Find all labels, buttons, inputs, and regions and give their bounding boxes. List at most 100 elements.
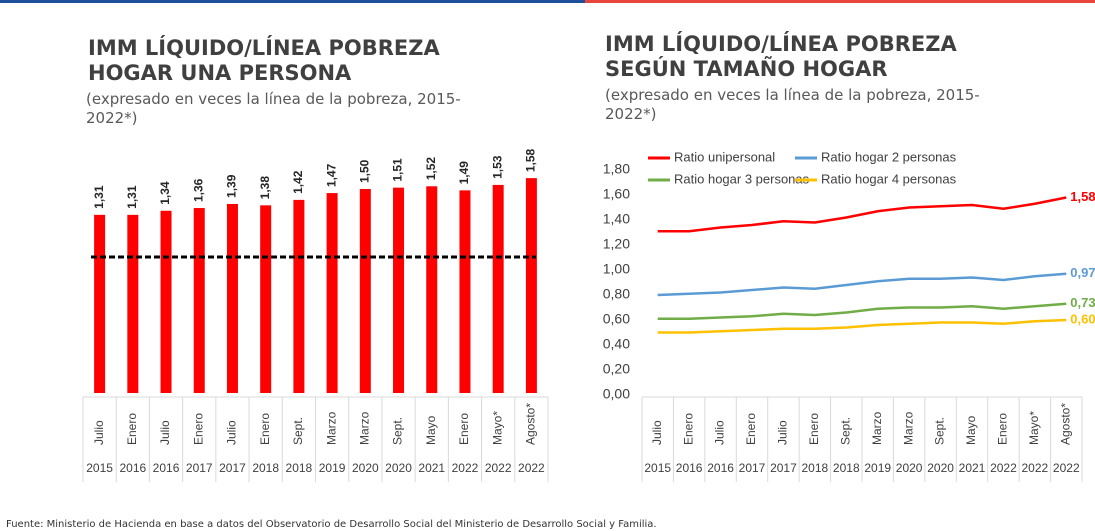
top-band-blue (0, 0, 585, 3)
title-line: SEGÚN TAMAÑO HOGAR (605, 57, 957, 82)
x-tick-label: Sept. (933, 417, 947, 445)
x-tick-label: Mayo* (1027, 411, 1041, 445)
chart-subtitle: (expresado en veces la línea de la pobre… (86, 90, 466, 128)
x-tick-label: Enero (996, 413, 1010, 445)
x-tick-label: Enero (457, 413, 471, 445)
value-label: 1,36 (191, 178, 205, 202)
year-label: 2019 (864, 461, 891, 475)
x-tick-label: Agosto* (1058, 403, 1072, 445)
title-line: HOGAR UNA PERSONA (88, 61, 440, 86)
year-label: 2017 (739, 461, 766, 475)
year-label: 2017 (186, 461, 213, 475)
end-label: 0,97 (1070, 265, 1095, 280)
bar (127, 215, 138, 393)
y-tick-label: 1,40 (603, 211, 630, 227)
value-label: 1,34 (158, 181, 172, 205)
x-tick-label: Mayo* (490, 411, 504, 445)
bar (94, 215, 105, 393)
year-label: 2018 (252, 461, 279, 475)
legend-label: Ratio hogar 3 personas (674, 171, 810, 186)
end-label: 0,60 (1070, 311, 1095, 326)
x-tick-label: Marzo (901, 411, 915, 445)
bar (426, 186, 437, 393)
value-label: 1,42 (291, 170, 305, 194)
year-label: 2021 (418, 461, 445, 475)
y-tick-label: 0,00 (603, 386, 630, 402)
value-label: 1,51 (391, 158, 405, 182)
bar (227, 204, 238, 393)
x-tick-label: Julio (225, 420, 239, 445)
value-label: 1,49 (457, 161, 471, 185)
x-tick-label: Marzo (324, 411, 338, 445)
x-tick-label: Sept. (838, 417, 852, 445)
value-label: 1,53 (490, 155, 504, 179)
year-label: 2018 (833, 461, 860, 475)
year-label: 2020 (896, 461, 923, 475)
bar (161, 211, 172, 393)
value-label: 1,52 (424, 157, 438, 181)
x-tick-label: Enero (807, 413, 821, 445)
year-label: 2020 (927, 461, 954, 475)
x-tick-label: Sept. (291, 417, 305, 445)
x-tick-label: Marzo (870, 411, 884, 445)
bar (459, 190, 470, 393)
title-line: IMM LÍQUIDO/LÍNEA POBREZA (88, 36, 440, 61)
year-label: 2022 (1053, 461, 1080, 475)
x-tick-label: Agosto* (524, 403, 538, 445)
x-tick-label: Julio (158, 420, 172, 445)
bar (293, 200, 304, 393)
year-label: 2018 (802, 461, 829, 475)
chart-left: Julio 2015 Enero 2016 Julio 2016 Enero 2017 Juli… (83, 148, 548, 482)
year-label: 2015 (86, 461, 113, 475)
bar (393, 188, 404, 393)
x-tick-label: Sept. (391, 417, 405, 445)
y-tick-label: 1,00 (603, 261, 630, 277)
y-tick-label: 0,60 (603, 311, 630, 327)
x-tick-label: Julio (776, 420, 790, 445)
legend-label: Ratio hogar 4 personas (821, 171, 957, 186)
value-label: 1,31 (92, 185, 106, 209)
bar (360, 189, 371, 393)
year-label: 2017 (219, 461, 246, 475)
x-tick-label: Julio (650, 420, 664, 445)
year-label: 2016 (119, 461, 146, 475)
year-label: 2015 (644, 461, 671, 475)
y-tick-label: 1,80 (603, 161, 630, 177)
bar (194, 208, 205, 393)
year-label: 2016 (153, 461, 180, 475)
bar (260, 205, 271, 393)
x-tick-label: Enero (681, 413, 695, 445)
end-label: 0,73 (1070, 295, 1095, 310)
value-label: 1,47 (324, 163, 338, 187)
value-label: 1,58 (524, 148, 538, 172)
series-line (658, 304, 1067, 319)
end-label: 1,58 (1070, 189, 1095, 204)
y-tick-label: 1,60 (603, 186, 630, 202)
chart-subtitle: (expresado en veces la línea de la pobre… (605, 86, 985, 124)
y-tick-label: 0,20 (603, 361, 630, 377)
title-line: IMM LÍQUIDO/LÍNEA POBREZA (605, 32, 957, 57)
bar (493, 185, 504, 393)
legend-label: Ratio unipersonal (674, 149, 775, 164)
value-label: 1,50 (357, 159, 371, 183)
year-label: 2020 (352, 461, 379, 475)
x-tick-label: Mayo (424, 415, 438, 445)
bar (526, 178, 537, 393)
year-label: 2022 (990, 461, 1017, 475)
year-label: 2022 (518, 461, 545, 475)
year-label: 2018 (286, 461, 313, 475)
year-label: 2020 (385, 461, 412, 475)
y-tick-label: 0,40 (603, 336, 630, 352)
year-label: 2022 (485, 461, 512, 475)
x-tick-label: Julio (713, 420, 727, 445)
value-label: 1,38 (258, 176, 272, 200)
x-tick-label: Julio (92, 420, 106, 445)
year-label: 2016 (676, 461, 703, 475)
year-label: 2019 (319, 461, 346, 475)
x-tick-label: Enero (744, 413, 758, 445)
year-label: 2022 (1022, 461, 1049, 475)
x-tick-label: Enero (258, 413, 272, 445)
top-band-red (585, 0, 1095, 3)
x-tick-label: Enero (191, 413, 205, 445)
